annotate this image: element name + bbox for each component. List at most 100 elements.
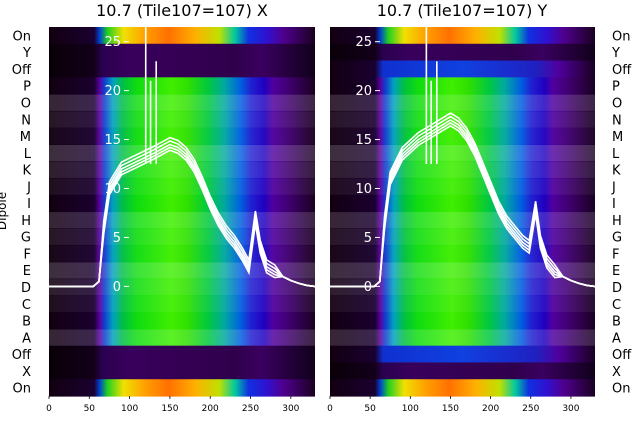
heatmap-row-n	[330, 110, 595, 129]
x-tick-label: 150	[161, 404, 178, 414]
heatmap-row-i	[49, 194, 315, 213]
heatmap-row-b	[330, 312, 595, 330]
heatmap-row-e	[330, 261, 595, 280]
x-tick-label: 50	[84, 404, 96, 414]
y-axis-label: Dipole	[0, 192, 9, 230]
heatmap-row-h	[49, 211, 315, 229]
overlay-tick-label: 5	[364, 231, 372, 246]
dipole-label: D	[21, 281, 31, 296]
dipole-label: Y	[22, 46, 31, 61]
dipole-label: C	[22, 298, 31, 313]
heatmap-row-y	[49, 43, 315, 62]
dipole-label: On	[13, 382, 31, 397]
bandpass-trace	[49, 149, 316, 288]
heatmap-row-l	[330, 144, 595, 162]
dipole-label: B	[612, 315, 621, 330]
dipole-label: D	[612, 281, 622, 296]
overlay-tick-label: 25	[355, 35, 372, 50]
dipole-label: I	[612, 197, 616, 212]
dipole-label: J	[611, 180, 616, 195]
heatmap-row-off	[330, 345, 595, 364]
dipole-label: E	[23, 264, 31, 279]
x-tick-label: 200	[482, 404, 499, 414]
dipole-label: L	[24, 147, 32, 162]
heatmap-row-c	[330, 295, 595, 313]
heatmap-row-p	[330, 77, 595, 95]
heatmap	[49, 27, 315, 397]
heatmap-row-n	[49, 110, 315, 129]
heatmap-row-on	[49, 379, 315, 397]
heatmap-row-y	[330, 43, 595, 62]
dipole-label: H	[612, 214, 622, 229]
dipole-label: F	[24, 247, 31, 262]
dipole-label: C	[612, 298, 621, 313]
x-tick-label: 300	[282, 404, 299, 414]
bandpass-trace	[330, 121, 596, 288]
heatmap-row-k	[330, 161, 595, 179]
dipole-label: Y	[611, 46, 620, 61]
dipole-label: H	[21, 214, 31, 229]
dipole-label: N	[612, 113, 622, 128]
dipole-label: X	[22, 365, 31, 380]
x-tick-label: 250	[242, 404, 259, 414]
overlay-tick-label: 10	[104, 182, 121, 197]
overlay-tick-label: 20	[104, 84, 121, 99]
chart-title: 10.7 (Tile107=107) Y	[377, 1, 548, 20]
heatmap-row-b	[49, 312, 315, 330]
dipole-label: O	[21, 97, 31, 112]
bandpass-trace	[49, 140, 316, 288]
x-tick-label: 100	[121, 404, 138, 414]
x-tick-label: 250	[522, 404, 539, 414]
overlay-tick-label: 0	[364, 280, 372, 295]
dipole-label: Off	[612, 348, 632, 363]
bandpass-trace	[330, 115, 596, 288]
heatmap-row-d	[330, 278, 595, 296]
dipole-label: B	[22, 315, 31, 330]
dipole-label: N	[21, 113, 31, 128]
dipole-label: M	[20, 130, 31, 145]
dipole-label: A	[22, 331, 31, 346]
heatmap-row-d	[49, 278, 315, 296]
dipole-label: Off	[612, 63, 632, 78]
heatmap-row-off	[49, 345, 315, 364]
dipole-label: O	[612, 97, 622, 112]
bandpass-trace	[49, 143, 316, 288]
bandpass-trace	[330, 119, 596, 288]
heatmap-row-m	[49, 127, 315, 146]
overlay-tick-label: 20	[355, 84, 372, 99]
dipole-label: K	[22, 164, 31, 179]
bandpass-trace	[330, 112, 596, 288]
x-tick-label: 200	[202, 404, 219, 414]
heatmap-row-on	[330, 379, 595, 397]
bandpass-trace	[49, 146, 316, 288]
bandpass-trace	[330, 124, 596, 288]
x-tick-label: 150	[442, 404, 459, 414]
x-tick-label: 0	[327, 404, 333, 414]
x-tick-label: 100	[402, 404, 419, 414]
heatmap-row-o	[49, 94, 315, 112]
dipole-label: I	[27, 197, 31, 212]
heatmap-row-o	[330, 94, 595, 112]
bandpass-curves	[49, 27, 316, 288]
dipole-label: K	[612, 164, 621, 179]
dipole-label: A	[612, 331, 621, 346]
heatmap-row-f	[330, 245, 595, 263]
heatmap-row-a	[49, 328, 315, 347]
dipole-label: E	[612, 264, 620, 279]
heatmap-row-g	[49, 228, 315, 246]
heatmap	[330, 27, 595, 397]
heatmap-row-j	[49, 177, 315, 196]
overlay-tick-label: 15	[355, 133, 372, 148]
heatmap-row-c	[49, 295, 315, 313]
heatmap-row-x	[49, 362, 315, 380]
dipole-label: G	[612, 231, 622, 246]
overlay-tick-label: 15	[104, 133, 121, 148]
overlay-tick-label: 10	[355, 182, 372, 197]
x-tick-label: 0	[46, 404, 52, 414]
dipole-label: P	[612, 80, 620, 95]
heatmap-row-k	[49, 161, 315, 179]
overlay-tick-label: 5	[113, 231, 121, 246]
dipole-label: On	[612, 29, 630, 44]
overlay-tick-label: 0	[113, 280, 121, 295]
